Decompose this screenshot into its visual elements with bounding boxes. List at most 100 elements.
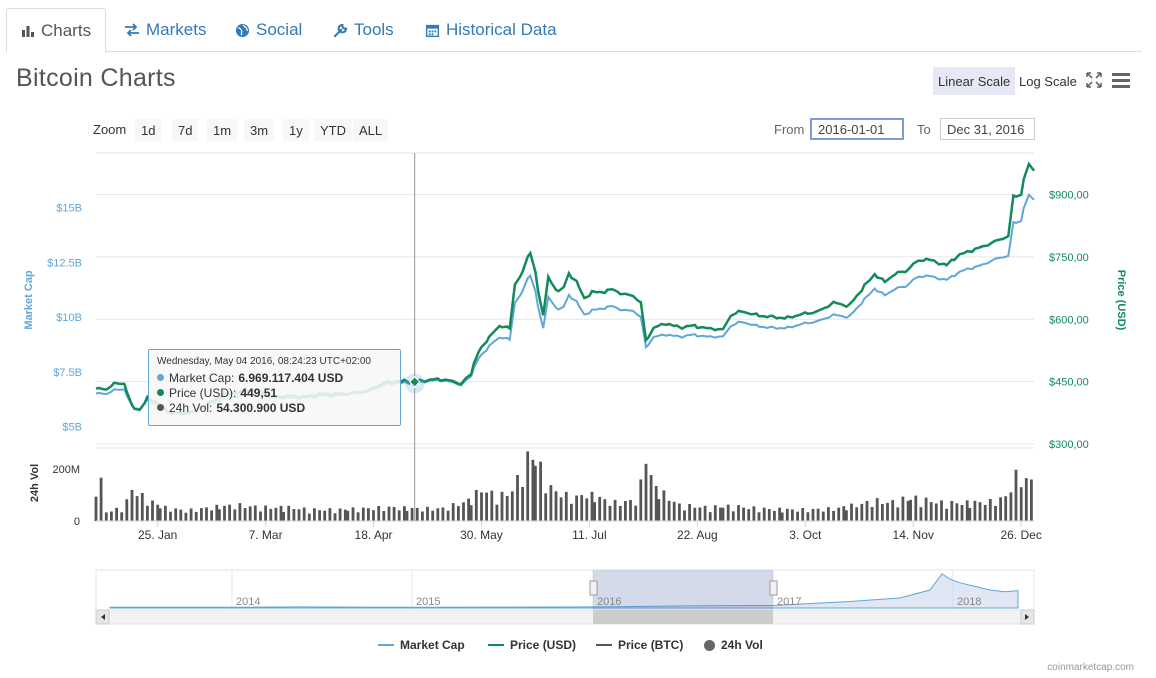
hamburger-menu-icon[interactable] bbox=[1111, 70, 1131, 90]
zoom-3m-button[interactable]: 3m bbox=[244, 119, 275, 141]
volume-bar bbox=[875, 498, 879, 521]
volume-bar bbox=[431, 510, 435, 521]
volume-bar bbox=[151, 500, 154, 521]
volume-bar bbox=[672, 501, 676, 521]
zoom-1m-button[interactable]: 1m bbox=[207, 119, 238, 141]
volume-bar bbox=[343, 509, 347, 521]
volume-bar bbox=[521, 487, 524, 521]
navigator-scrollbar[interactable] bbox=[95, 609, 1035, 625]
left-axis-ticks: $5B $7.5B $10B $12.5B $15B bbox=[47, 203, 82, 434]
legend-label: Price (BTC) bbox=[618, 638, 684, 652]
log-scale-button[interactable]: Log Scale bbox=[1019, 73, 1077, 89]
volume-bar bbox=[968, 508, 972, 521]
zoom-1d-button[interactable]: 1d bbox=[135, 119, 162, 141]
volume-bar bbox=[608, 505, 612, 521]
legend-item-market-cap[interactable]: Market Cap bbox=[378, 638, 465, 652]
volume-bar bbox=[731, 511, 735, 521]
volume-bar bbox=[372, 510, 375, 521]
tab-tools[interactable]: Tools bbox=[319, 8, 408, 52]
volume-bar bbox=[120, 512, 124, 521]
hover-marker-price bbox=[408, 376, 421, 388]
volume-axis-tick-label: 0 bbox=[74, 516, 80, 528]
volume-bar bbox=[189, 508, 193, 521]
volume-bar bbox=[544, 493, 548, 521]
volume-bar bbox=[338, 508, 342, 521]
to-date-input[interactable] bbox=[940, 118, 1035, 140]
tooltip-market-cap-value: 6.969.117.404 USD bbox=[238, 370, 344, 385]
volume-bar bbox=[264, 505, 267, 521]
volume-bar bbox=[603, 499, 607, 521]
zoom-label: Zoom bbox=[93, 122, 127, 137]
navigator-selected-range[interactable] bbox=[593, 570, 773, 610]
tab-social[interactable]: Social bbox=[221, 8, 316, 52]
volume-bar bbox=[960, 505, 964, 521]
volume-bar bbox=[410, 508, 414, 521]
linear-scale-button[interactable]: Linear Scale bbox=[933, 67, 1016, 95]
volume-bar bbox=[654, 486, 658, 521]
volume-bar bbox=[678, 503, 681, 521]
fullscreen-icon[interactable] bbox=[1084, 70, 1104, 90]
zoom-1y-button[interactable]: 1y bbox=[283, 119, 309, 141]
volume-bar bbox=[387, 506, 391, 521]
x-axis-tick-label: 26. Dec bbox=[1000, 528, 1041, 542]
tab-charts[interactable]: Charts bbox=[6, 8, 106, 53]
volume-bar bbox=[767, 509, 771, 521]
legend-item-price-btc[interactable]: Price (BTC) bbox=[596, 638, 683, 652]
volume-bar bbox=[865, 501, 869, 521]
legend-item-price-usd[interactable]: Price (USD) bbox=[488, 638, 576, 652]
volume-bar bbox=[223, 505, 226, 521]
tab-markets[interactable]: Markets bbox=[110, 8, 220, 52]
volume-bar bbox=[881, 504, 884, 521]
legend-swatch bbox=[704, 639, 715, 651]
volume-bar bbox=[500, 491, 504, 521]
volume-bar bbox=[243, 508, 247, 521]
volume-bar bbox=[392, 507, 396, 521]
volume-bar bbox=[791, 509, 794, 521]
volume-bar bbox=[708, 512, 712, 521]
volume-bar bbox=[397, 510, 401, 521]
volume-axis-ticks: 0 200M bbox=[52, 464, 80, 528]
volume-bar bbox=[287, 505, 291, 521]
volume-bar bbox=[156, 504, 160, 521]
volume-bar bbox=[302, 507, 306, 521]
volume-bar bbox=[451, 503, 455, 521]
navigator[interactable]: 2014 2015 2016 2017 2018 bbox=[95, 569, 1035, 611]
x-axis-tick-label: 18. Apr bbox=[355, 528, 393, 542]
right-axis-tick-label: $900,00 bbox=[1049, 190, 1089, 202]
volume-bar bbox=[174, 508, 178, 521]
volume-bar bbox=[726, 504, 730, 521]
legend-item-24h-vol[interactable]: 24h Vol bbox=[704, 638, 763, 652]
volume-bar bbox=[457, 506, 460, 521]
tab-label: Historical Data bbox=[446, 20, 557, 39]
volume-bar bbox=[919, 507, 923, 521]
tab-historical-data[interactable]: Historical Data bbox=[411, 8, 571, 52]
volume-bar bbox=[415, 507, 419, 521]
navigator-left-handle[interactable] bbox=[589, 580, 598, 596]
x-axis-tick-label: 7. Mar bbox=[249, 528, 283, 542]
volume-bar bbox=[955, 503, 959, 521]
volume-bar bbox=[693, 507, 697, 521]
right-axis-tick-label: $750,00 bbox=[1049, 252, 1089, 264]
from-date-input[interactable] bbox=[810, 118, 904, 140]
volume-bar bbox=[534, 465, 537, 521]
volume-bar bbox=[426, 506, 429, 521]
zoom-all-button[interactable]: ALL bbox=[353, 119, 389, 141]
credit-link[interactable]: coinmarketcap.com bbox=[1047, 662, 1134, 673]
volume-bar bbox=[924, 497, 928, 521]
navigator-right-handle[interactable] bbox=[769, 580, 778, 596]
scroll-right-arrow-icon bbox=[1025, 614, 1029, 620]
volume-bar bbox=[130, 489, 134, 521]
volume-bar bbox=[618, 505, 622, 521]
tooltip-price-value: 449,51 bbox=[240, 385, 278, 400]
volume-bar bbox=[649, 475, 653, 521]
scrollbar-thumb[interactable] bbox=[593, 610, 773, 624]
bar-chart-icon bbox=[21, 24, 35, 38]
zoom-ytd-button[interactable]: YTD bbox=[314, 119, 352, 141]
zoom-7d-button[interactable]: 7d bbox=[172, 119, 199, 141]
volume-bar bbox=[886, 502, 889, 521]
navigator-year-label: 2016 bbox=[597, 596, 621, 608]
volume-bar bbox=[238, 503, 242, 521]
volume-bar bbox=[940, 500, 943, 521]
scrollbar-track[interactable] bbox=[95, 609, 1035, 625]
